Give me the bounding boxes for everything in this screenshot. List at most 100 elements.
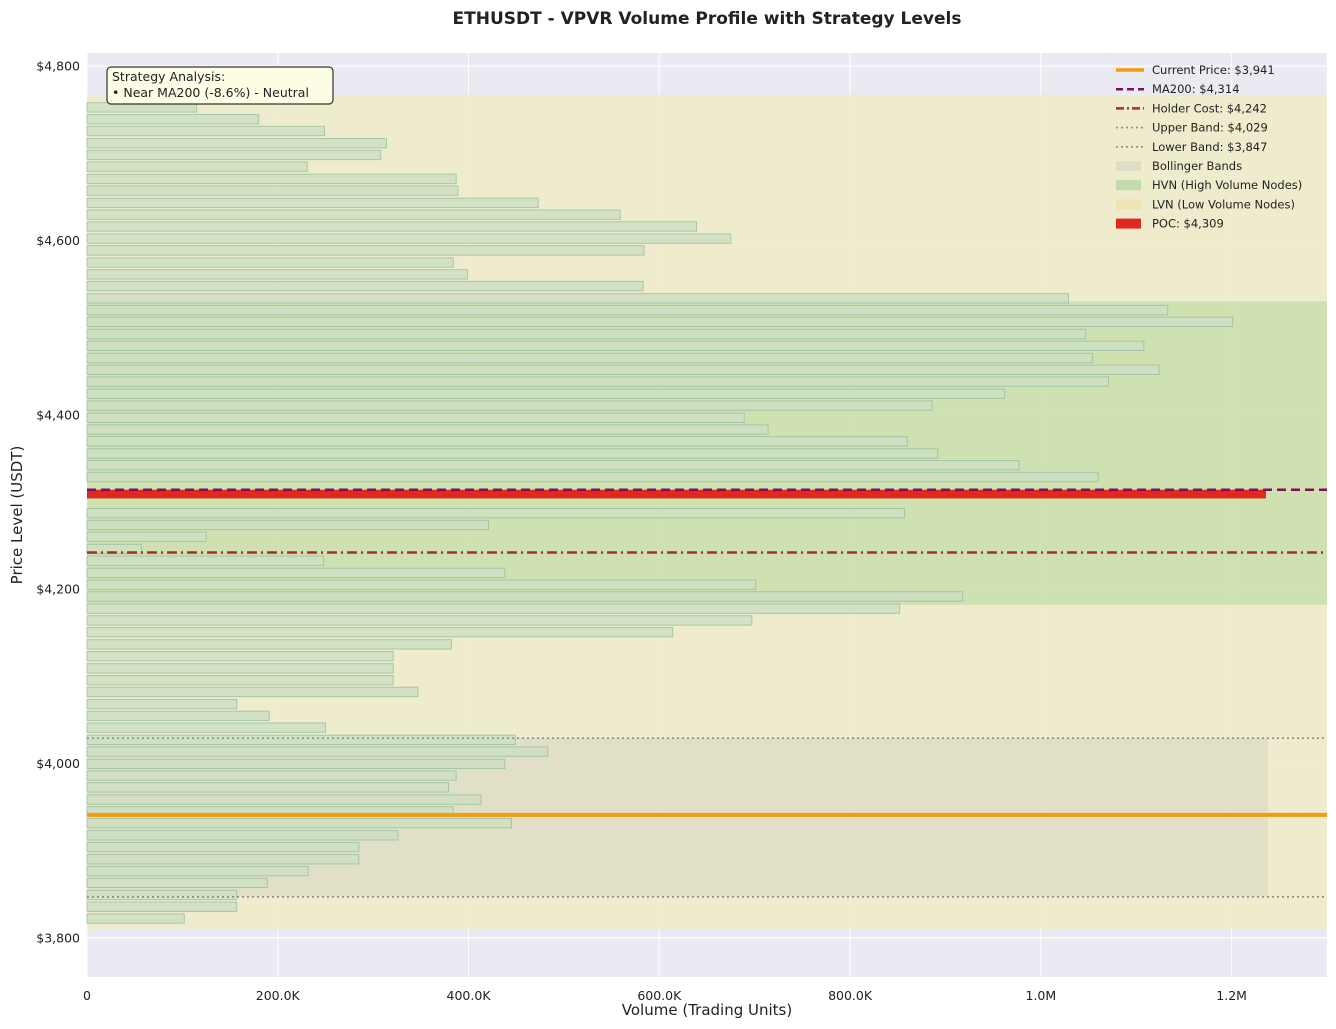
volume-bar: [86, 233, 732, 244]
volume-bar: [86, 674, 394, 686]
volume-bar: [86, 817, 512, 829]
legend-label-poc: POC: $4,309: [1152, 217, 1224, 231]
x-tick-label: 200.0K: [256, 988, 301, 1003]
volume-bar: [86, 722, 326, 733]
volume-bar: [86, 794, 482, 805]
volume-bar: [86, 579, 757, 590]
volume-bar: [86, 758, 506, 769]
volume-bar: [86, 889, 238, 901]
volume-bar: [86, 269, 469, 280]
volume-bar: [86, 460, 1020, 471]
volume-bar: [86, 471, 1099, 483]
volume-bar: [86, 746, 549, 757]
y-tick-label: $4,200: [36, 582, 80, 597]
volume-bar: [86, 734, 516, 746]
volume-bar: [86, 364, 1160, 375]
volume-bar: [86, 209, 621, 220]
volume-bar: [86, 376, 1110, 387]
volume-bar: [86, 257, 454, 268]
annotation-box: [106, 66, 334, 105]
x-tick-label: 800.0K: [828, 988, 873, 1003]
volume-bar: [86, 114, 260, 125]
legend-label-ma200: MA200: $4,314: [1152, 82, 1240, 96]
volume-bar: [86, 567, 506, 579]
volume-bar: [86, 245, 645, 256]
legend-label-holder: Holder Cost: $4,242: [1152, 101, 1267, 115]
level-lines: [87, 488, 1327, 898]
volume-bar: [86, 865, 309, 877]
volume-bar: [86, 293, 1070, 304]
legend: Current Price: $3,941 MA200: $4,314 Holder…: [1116, 63, 1302, 231]
volume-bar: [86, 698, 238, 710]
volume-bar: [86, 663, 394, 674]
volume-bar: [86, 615, 753, 626]
legend-swatch-hvn: [1116, 180, 1141, 191]
volume-bar: [86, 877, 268, 888]
axes: 0 200.0K 400.0K 600.0K 800.0K 1.0M 1.2M $3,800 $…: [36, 59, 1247, 1003]
volume-bar: [86, 340, 1145, 352]
volume-bar: [86, 531, 207, 542]
volume-bar: [86, 603, 901, 614]
x-tick-label: 400.0K: [447, 988, 492, 1003]
volume-bar: [86, 221, 698, 232]
volume-bar: [86, 448, 939, 459]
volume-bar: [86, 137, 388, 149]
volume-bar: [86, 519, 490, 531]
volume-bar: [86, 555, 325, 566]
annotation-line: Strategy Analysis:: [112, 69, 225, 84]
y-tick-label: $4,800: [36, 59, 80, 74]
annotation-line: • Near MA200 (-8.6%) - Neutral: [112, 85, 309, 100]
volume-bar: [86, 197, 539, 209]
volume-bar: [86, 328, 1087, 340]
volume-bar: [86, 412, 745, 423]
volume-bar: [86, 161, 308, 172]
volume-bars: [86, 102, 1266, 924]
volume-bar: [86, 316, 1234, 328]
volume-bar: [86, 782, 450, 793]
legend-swatch-lvn: [1116, 199, 1141, 210]
x-tick-label: 1.2M: [1216, 988, 1247, 1003]
strategy-annotation: Strategy Analysis:• Near MA200 (-8.6%) -…: [106, 66, 334, 105]
volume-bar: [86, 424, 769, 435]
poc-bar: [87, 489, 1266, 499]
legend-label-current: Current Price: $3,941: [1152, 63, 1275, 77]
volume-bar: [86, 650, 394, 662]
y-tick-label: $4,000: [36, 756, 80, 771]
y-tick-label: $3,800: [36, 930, 80, 945]
volume-bar: [86, 841, 360, 853]
volume-bar: [86, 639, 452, 650]
chart-title: ETHUSDT - VPVR Volume Profile with Strat…: [453, 9, 962, 29]
volume-bar: [86, 280, 644, 292]
volume-bar: [86, 125, 326, 137]
volume-bar: [86, 304, 1169, 316]
legend-label-lvn: LVN (Low Volume Nodes): [1152, 197, 1295, 211]
y-tick-label: $4,600: [36, 233, 80, 248]
volume-bar: [86, 352, 1093, 364]
x-tick-label: 0: [83, 988, 91, 1003]
volume-bar: [86, 854, 360, 865]
volume-bar: [86, 436, 908, 447]
x-tick-label: 1.0M: [1026, 988, 1057, 1003]
volume-bar: [86, 149, 382, 161]
x-tick-label: 600.0K: [637, 988, 682, 1003]
legend-label-lower: Lower Band: $3,847: [1152, 140, 1267, 154]
volume-bar: [86, 913, 185, 924]
legend-label-bb: Bollinger Bands: [1152, 159, 1242, 173]
volume-bar: [86, 710, 270, 722]
legend-label-hvn: HVN (High Volume Nodes): [1152, 178, 1302, 192]
volume-bar: [86, 591, 964, 602]
volume-bar: [86, 400, 933, 411]
volume-bar: [86, 627, 674, 638]
volume-bar: [86, 185, 459, 196]
volume-bar: [86, 770, 457, 781]
y-axis-label: Price Level (USDT): [8, 446, 26, 585]
volume-bar: [86, 508, 905, 519]
volume-bar: [86, 830, 399, 841]
volume-bar: [86, 388, 1006, 399]
y-tick-label: $4,400: [36, 407, 80, 422]
legend-swatch-bb: [1116, 161, 1141, 171]
legend-label-upper: Upper Band: $4,029: [1152, 121, 1268, 135]
x-axis-label: Volume (Trading Units): [622, 1001, 792, 1019]
volume-bar: [86, 173, 457, 185]
